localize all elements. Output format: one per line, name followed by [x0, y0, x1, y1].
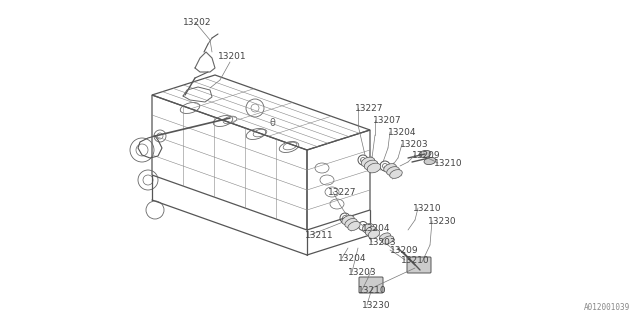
Text: 13204: 13204 [338, 254, 367, 263]
Ellipse shape [345, 219, 357, 228]
Text: 13210: 13210 [413, 204, 442, 213]
Text: 13203: 13203 [400, 140, 429, 149]
FancyBboxPatch shape [407, 257, 431, 273]
Ellipse shape [342, 215, 354, 225]
Ellipse shape [348, 221, 360, 230]
Text: 13230: 13230 [362, 301, 390, 310]
Ellipse shape [364, 160, 378, 170]
FancyBboxPatch shape [359, 277, 383, 293]
Text: 13210: 13210 [434, 159, 463, 168]
Text: 13209: 13209 [412, 151, 440, 160]
Text: 13203: 13203 [368, 238, 397, 247]
Ellipse shape [387, 167, 399, 175]
Text: 13211: 13211 [305, 231, 333, 240]
Text: 13227: 13227 [328, 188, 356, 197]
Text: θ: θ [270, 118, 276, 128]
Text: 13202: 13202 [183, 18, 211, 27]
Ellipse shape [367, 163, 381, 173]
Ellipse shape [365, 227, 377, 236]
Ellipse shape [361, 157, 375, 167]
Text: 13227: 13227 [355, 104, 383, 113]
Text: 13201: 13201 [218, 52, 246, 61]
Text: 13209: 13209 [390, 246, 419, 255]
Text: 13230: 13230 [428, 217, 456, 226]
Ellipse shape [382, 236, 394, 244]
Ellipse shape [419, 150, 431, 158]
Ellipse shape [390, 170, 403, 178]
Text: 13210: 13210 [358, 286, 387, 295]
Ellipse shape [384, 164, 396, 172]
Ellipse shape [380, 233, 390, 241]
Text: 13203: 13203 [348, 268, 376, 277]
Text: 13204: 13204 [388, 128, 417, 137]
Text: A012001039: A012001039 [584, 303, 630, 312]
Ellipse shape [424, 157, 436, 164]
Ellipse shape [362, 224, 374, 232]
Ellipse shape [368, 229, 380, 238]
Text: 13210: 13210 [401, 256, 429, 265]
Text: 13204: 13204 [362, 224, 390, 233]
Text: 13207: 13207 [373, 116, 402, 125]
